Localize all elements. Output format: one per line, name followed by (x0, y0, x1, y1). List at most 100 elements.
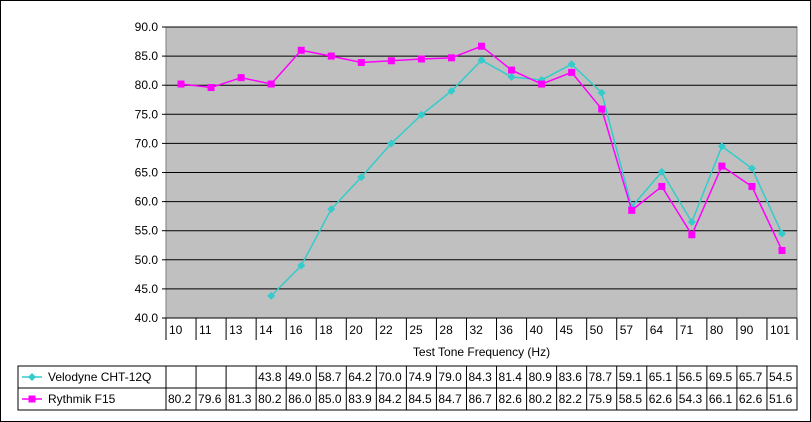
table-cell-value: 49.0 (288, 370, 312, 384)
table-cell-value: 82.2 (559, 392, 583, 406)
table-cell-value: 43.8 (258, 370, 282, 384)
x-tick-label: 64 (650, 323, 664, 337)
legend-series-name: Velodyne CHT-12Q (48, 370, 151, 384)
table-cell-value: 84.7 (438, 392, 462, 406)
series-layer (177, 42, 786, 300)
table-cell-value: 84.2 (378, 392, 402, 406)
table-cell-value: 85.0 (318, 392, 342, 406)
x-axis-title: Test Tone Frequency (Hz) (413, 345, 550, 359)
x-tick-label: 90 (740, 323, 754, 337)
data-point-square (568, 68, 576, 76)
table-cell-value: 58.5 (619, 392, 643, 406)
y-tick-label: 45.0 (135, 282, 159, 296)
legend-series-name: Rythmik F15 (48, 392, 116, 406)
data-point-diamond (597, 88, 606, 97)
table-cell-value: 83.6 (559, 370, 583, 384)
table-cell-value: 83.9 (348, 392, 372, 406)
data-point-square (207, 84, 215, 92)
table-cell-value: 84.5 (408, 392, 432, 406)
y-tick-label: 85.0 (135, 49, 159, 63)
x-tick-label: 36 (500, 323, 514, 337)
data-point-diamond (327, 205, 336, 214)
legend-key-square (28, 395, 36, 403)
data-point-square (508, 66, 516, 74)
x-axis-tick-labels: 10 11 13 14 16 18 20 22 25 28 32 36 40 45 50 57 64 71 80 90… (169, 323, 790, 337)
table-cell-value: 79.0 (438, 370, 462, 384)
x-tick-label: 20 (349, 323, 363, 337)
table-cell-value: 86.7 (468, 392, 492, 406)
y-tick-label: 50.0 (135, 253, 159, 267)
y-tick-label: 80.0 (135, 78, 159, 92)
data-point-square (718, 162, 726, 170)
y-tick-label: 65.0 (135, 166, 159, 180)
table-cell-value: 75.9 (589, 392, 613, 406)
series-1 (267, 56, 786, 300)
data-point-diamond (717, 142, 726, 151)
data-point-diamond (687, 217, 696, 226)
data-point-square (327, 52, 335, 60)
data-point-diamond (447, 87, 456, 96)
data-point-diamond (507, 73, 516, 82)
y-tick-label: 90.0 (135, 20, 159, 34)
data-table: Velodyne CHT-12Q 43.8 49.0 58.7 64.2 70.0 74.9… (17, 365, 798, 411)
table-cell-value: 65.7 (739, 370, 763, 384)
y-tick-label: 75.0 (135, 107, 159, 121)
table-cell-value: 64.2 (348, 370, 372, 384)
data-point-square (478, 42, 485, 50)
data-point-diamond (297, 261, 306, 270)
table-cell-value: 80.2 (258, 392, 282, 406)
table-cell-value: 66.1 (709, 392, 733, 406)
y-tick-label: 55.0 (135, 224, 159, 238)
table-cell-value: 79.6 (198, 392, 222, 406)
x-tick-label: 13 (229, 323, 243, 337)
table-cell-value: 59.1 (619, 370, 643, 384)
data-point-diamond (267, 291, 276, 300)
data-point-square (688, 231, 696, 239)
y-tick-label: 60.0 (135, 195, 159, 209)
data-point-square (748, 182, 756, 190)
table-cell-value: 54.3 (679, 392, 703, 406)
table-cell-value: 81.3 (228, 392, 252, 406)
table-cell-value: 51.6 (769, 392, 793, 406)
data-point-diamond (567, 60, 576, 69)
x-tick-label: 10 (169, 323, 183, 337)
x-tick-label: 32 (469, 323, 483, 337)
x-tick-label: 101 (770, 323, 790, 337)
table-cell-value: 78.7 (589, 370, 613, 384)
data-point-square (357, 59, 365, 67)
table-cell-value: 86.0 (288, 392, 312, 406)
y-axis-tick-labels: 40.0 45.0 50.0 55.0 60.0 65.0 70.0 75.0 80.0 85.0… (135, 20, 159, 325)
table-cell-value: 80.2 (168, 392, 192, 406)
table-cell-value: 65.1 (649, 370, 673, 384)
y-tick-label: 70.0 (135, 136, 159, 150)
table-cell-value: 58.7 (318, 370, 342, 384)
x-tick-label: 57 (620, 323, 634, 337)
data-point-square (267, 80, 275, 88)
y-tick-label: 40.0 (135, 311, 159, 325)
table-cell-value: 54.5 (769, 370, 793, 384)
data-point-diamond (417, 110, 426, 119)
table-cell-value: 69.5 (709, 370, 733, 384)
data-point-square (447, 54, 455, 62)
table-cell-value: 70.0 (378, 370, 402, 384)
data-point-square (778, 246, 786, 254)
table-cell-value: 62.6 (739, 392, 763, 406)
data-point-diamond (747, 164, 756, 173)
x-tick-label: 22 (379, 323, 393, 337)
table-cell-value: 84.3 (468, 370, 492, 384)
data-point-diamond (777, 229, 786, 238)
x-tick-label: 16 (289, 323, 303, 337)
x-tick-label: 14 (259, 323, 273, 337)
series-2 (177, 42, 786, 254)
x-tick-label: 18 (319, 323, 333, 337)
table-cell-value: 82.6 (499, 392, 523, 406)
data-point-diamond (387, 139, 396, 148)
x-tick-label: 50 (590, 323, 604, 337)
table-cell-value: 56.5 (679, 370, 703, 384)
x-tick-label: 45 (560, 323, 574, 337)
data-point-diamond (477, 56, 486, 65)
data-point-square (598, 105, 606, 113)
data-point-diamond (357, 173, 366, 182)
x-tick-label: 28 (439, 323, 453, 337)
table-cell-value: 81.4 (499, 370, 523, 384)
